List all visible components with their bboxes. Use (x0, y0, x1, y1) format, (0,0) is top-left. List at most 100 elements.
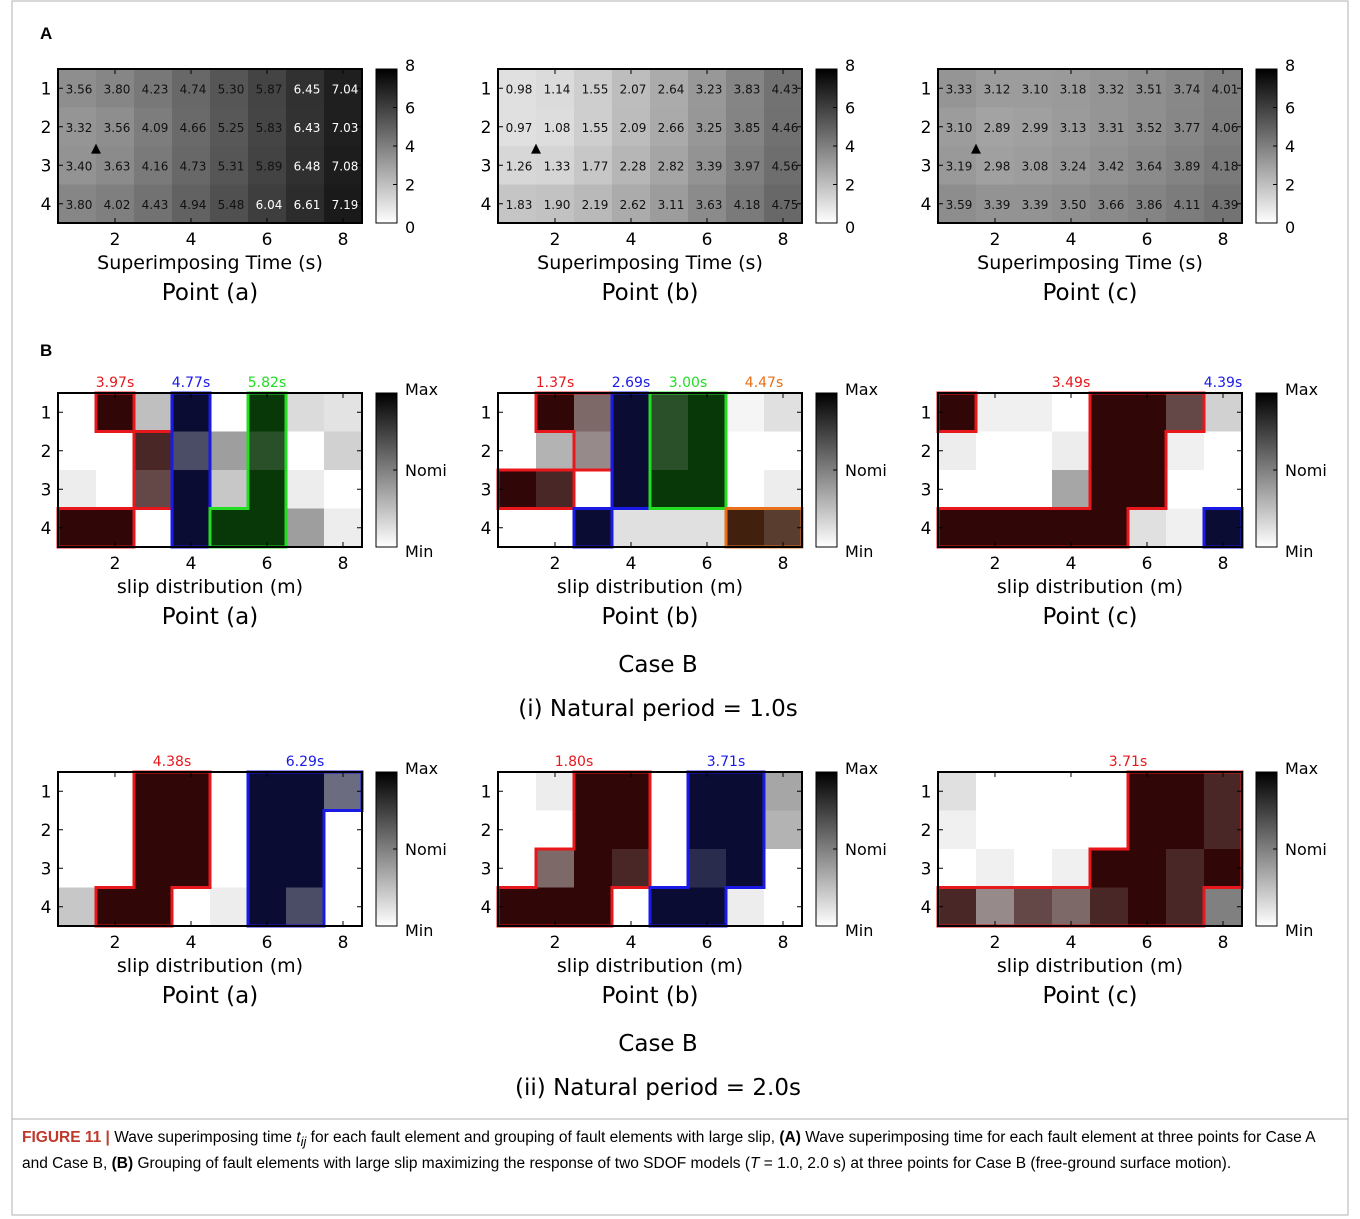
heatmap-cell (938, 393, 977, 432)
colorbar-tick-label: Nomi (845, 461, 887, 480)
figure-border (11, 0, 1349, 1216)
heatmap-cell (58, 810, 97, 850)
cell-value-label: 3.39 (696, 159, 723, 173)
cell-value-label: 3.51 (1136, 82, 1163, 96)
heatmap-cell (1128, 508, 1167, 548)
colorbar-tick-label: Max (405, 759, 438, 778)
heatmap-cell (1014, 508, 1053, 548)
heatmap-cell (764, 431, 803, 471)
y-tick-label: 4 (921, 898, 932, 918)
heatmap-cell (574, 69, 613, 108)
group-time-label: 5.82s (248, 375, 286, 391)
cell-value-label: 3.39 (1022, 198, 1049, 212)
x-tick-label: 8 (778, 933, 789, 953)
heatmap-cell (498, 508, 537, 548)
caption-tag-a: (A) (779, 1129, 801, 1146)
heatmap-cell (248, 887, 287, 927)
x-tick-label: 2 (990, 230, 1001, 250)
cell-value-label: 2.98 (984, 159, 1011, 173)
heatmap-cell (1128, 69, 1167, 108)
colorbar-tick-label: Max (405, 380, 438, 399)
heatmap-cell (938, 508, 977, 548)
heatmap-cell (286, 393, 325, 432)
heatmap-cell (1166, 146, 1205, 185)
colorbar-tick-label: Min (845, 542, 873, 561)
heatmap-cell (1204, 810, 1243, 850)
cell-value-label: 0.98 (506, 82, 533, 96)
heatmap-cell (498, 146, 537, 185)
heatmap-cell (650, 772, 689, 811)
plot-frame (497, 68, 803, 224)
heatmap-cell (764, 849, 803, 888)
heatmap-cell (210, 849, 249, 888)
cell-value-label: 3.25 (696, 121, 723, 135)
cell-value-label: 2.28 (620, 159, 647, 173)
heatmap-cell (1128, 470, 1167, 509)
y-tick-label: 3 (41, 156, 52, 176)
colorbar-tick-label: Nomi (405, 840, 447, 859)
heatmap-cell (976, 107, 1015, 147)
heatmap-cell (650, 393, 689, 432)
heatmap-cell (612, 810, 651, 850)
heatmap-cell (498, 772, 537, 811)
heatmap-cell (1166, 772, 1205, 811)
x-tick-label: 8 (1218, 933, 1229, 953)
cell-value-label: 3.31 (1098, 121, 1125, 135)
heatmap-cell (248, 107, 287, 147)
x-tick-label: 6 (262, 933, 273, 953)
x-tick-label: 2 (990, 933, 1001, 953)
heatmap-cell (1014, 849, 1053, 888)
plot-frame (497, 392, 803, 548)
y-tick-label: 1 (481, 782, 492, 802)
y-tick-label: 3 (481, 156, 492, 176)
heatmap-cell (58, 184, 97, 224)
cell-value-label: 2.66 (658, 121, 685, 135)
x-axis-label: slip distribution (m) (997, 955, 1183, 977)
x-tick-label: 8 (338, 554, 349, 574)
heatmap-cell (726, 508, 765, 548)
heatmap-cell (286, 431, 325, 471)
heatmap-cell (1090, 887, 1129, 927)
heatmap-cell (938, 772, 977, 811)
heatmap-cell (324, 69, 363, 108)
cell-value-label: 3.39 (984, 198, 1011, 212)
cell-value-label: 3.19 (946, 159, 973, 173)
heatmap-cell (134, 107, 173, 147)
caption-symbol-t: T (749, 1155, 760, 1173)
heatmap-cell (134, 146, 173, 185)
heatmap-cell (1014, 810, 1053, 850)
y-tick-label: 3 (921, 859, 932, 879)
x-tick-label: 2 (550, 554, 561, 574)
cell-value-label: 3.32 (1098, 82, 1125, 96)
caption-text-4: = 1.0, 2.0 s) at three points for Case B… (763, 1155, 1232, 1173)
heatmap-cell (1128, 393, 1167, 432)
heatmap-cell (248, 431, 287, 471)
y-tick-label: 2 (41, 821, 52, 841)
y-tick-label: 1 (41, 403, 52, 423)
heatmap-cell (134, 393, 173, 432)
cell-value-label: 7.19 (332, 198, 359, 212)
heatmap-cell (726, 887, 765, 927)
panel-label-a: A (40, 24, 52, 43)
cell-value-label: 3.56 (66, 82, 93, 96)
x-tick-label: 6 (702, 230, 713, 250)
y-tick-label: 4 (41, 195, 52, 215)
heatmap-cell (574, 772, 613, 811)
heatmap-cell (1014, 107, 1053, 147)
heatmap-cell (1166, 810, 1205, 850)
cell-value-label: 3.85 (734, 121, 761, 135)
heatmap-cell (1090, 810, 1129, 850)
cell-value-label: 3.80 (104, 82, 131, 96)
cell-value-label: 4.18 (1212, 159, 1239, 173)
heatmap-cell (1204, 508, 1243, 548)
heatmap-cell (172, 849, 211, 888)
plot-frame (57, 771, 363, 927)
heatmap-cell (498, 69, 537, 108)
heatmap-cell (1166, 470, 1205, 509)
heatmap-cell (324, 508, 363, 548)
cell-value-label: 3.86 (1136, 198, 1163, 212)
colorbar-tick-label: Max (845, 380, 878, 399)
colorbar-tick-label: Max (1285, 759, 1318, 778)
heatmap-cell (96, 810, 135, 850)
